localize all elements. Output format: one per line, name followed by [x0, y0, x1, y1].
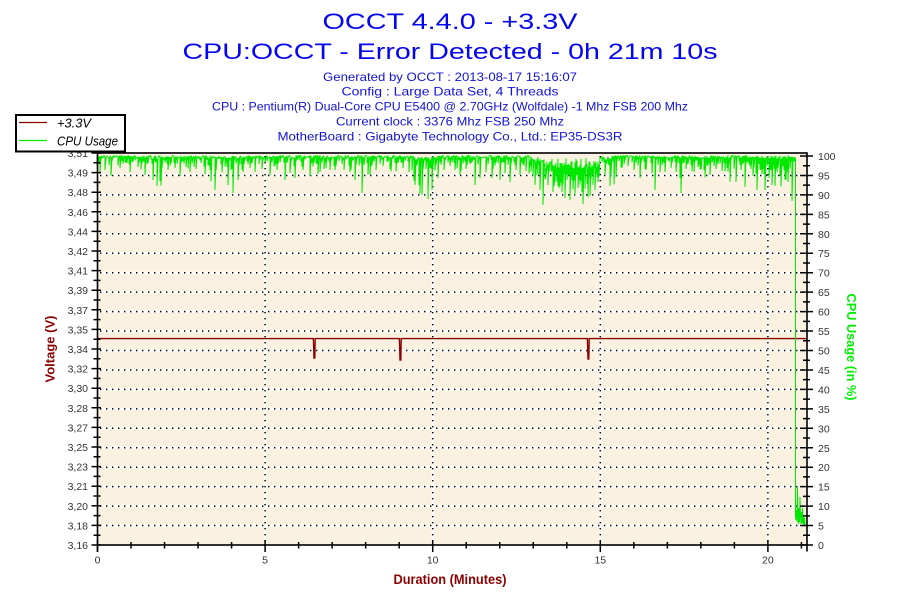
svg-text:Duration (Minutes): Duration (Minutes) [394, 572, 507, 587]
svg-text:5: 5 [262, 555, 268, 567]
svg-text:100: 100 [818, 151, 836, 163]
svg-text:45: 45 [818, 365, 830, 377]
svg-text:60: 60 [818, 307, 830, 319]
svg-text:3,34: 3,34 [68, 344, 89, 356]
svg-text:CPU : Pentium(R) Dual-Core CPU: CPU : Pentium(R) Dual-Core CPU E5400 @ 2… [212, 100, 688, 114]
svg-text:80: 80 [818, 229, 830, 241]
svg-text:85: 85 [818, 209, 830, 221]
svg-text:3,20: 3,20 [68, 501, 89, 513]
svg-text:OCCT 4.4.0 - +3.3V: OCCT 4.4.0 - +3.3V [323, 9, 578, 34]
svg-text:0: 0 [818, 540, 824, 552]
svg-text:+3.3V: +3.3V [57, 116, 92, 131]
svg-text:3,18: 3,18 [68, 520, 89, 532]
svg-text:30: 30 [818, 423, 830, 435]
svg-text:CPU Usage (in %): CPU Usage (in %) [844, 294, 858, 401]
svg-text:90: 90 [818, 190, 830, 202]
svg-text:95: 95 [818, 170, 830, 182]
svg-text:CPU Usage: CPU Usage [57, 134, 118, 149]
svg-text:3,21: 3,21 [68, 481, 89, 493]
svg-text:3,28: 3,28 [68, 403, 89, 415]
svg-text:Generated by OCCT : 2013-08-17: Generated by OCCT : 2013-08-17 15:16:07 [323, 70, 577, 84]
svg-text:5: 5 [818, 521, 824, 533]
svg-text:3,37: 3,37 [68, 305, 89, 317]
svg-text:15: 15 [594, 555, 606, 567]
svg-text:3,44: 3,44 [68, 226, 89, 238]
svg-text:3,46: 3,46 [68, 207, 89, 219]
svg-text:65: 65 [818, 287, 830, 299]
svg-text:3,39: 3,39 [68, 285, 89, 297]
svg-text:Config : Large Data Set, 4 Thr: Config : Large Data Set, 4 Threads [342, 85, 559, 99]
svg-text:3,16: 3,16 [68, 540, 89, 552]
svg-text:3,32: 3,32 [68, 364, 89, 376]
svg-text:20: 20 [762, 555, 774, 567]
svg-text:75: 75 [818, 248, 830, 260]
svg-text:3,23: 3,23 [68, 462, 89, 474]
svg-text:Current clock : 3376 Mhz FSB 2: Current clock : 3376 Mhz FSB 250 Mhz [336, 115, 564, 129]
svg-text:20: 20 [818, 462, 830, 474]
svg-text:10: 10 [427, 555, 439, 567]
svg-text:10: 10 [818, 501, 830, 513]
svg-text:3,48: 3,48 [68, 187, 89, 199]
svg-text:25: 25 [818, 443, 830, 455]
svg-text:CPU:OCCT - Error Detected - 0h: CPU:OCCT - Error Detected - 0h 21m 10s [183, 39, 718, 64]
svg-text:70: 70 [818, 268, 830, 280]
svg-text:55: 55 [818, 326, 830, 338]
svg-text:Voltage (V): Voltage (V) [44, 316, 58, 383]
svg-text:0: 0 [95, 555, 101, 567]
svg-text:3,49: 3,49 [68, 168, 89, 180]
svg-text:3,35: 3,35 [68, 324, 89, 336]
svg-text:3,42: 3,42 [68, 246, 89, 258]
svg-text:50: 50 [818, 346, 830, 358]
svg-text:35: 35 [818, 404, 830, 416]
svg-text:3,27: 3,27 [68, 422, 89, 434]
svg-text:3,25: 3,25 [68, 442, 89, 454]
svg-text:40: 40 [818, 384, 830, 396]
svg-text:15: 15 [818, 482, 830, 494]
svg-text:3,30: 3,30 [68, 383, 89, 395]
svg-text:3,41: 3,41 [68, 266, 89, 278]
svg-text:MotherBoard : Gigabyte Technol: MotherBoard : Gigabyte Technology Co., L… [278, 130, 623, 144]
